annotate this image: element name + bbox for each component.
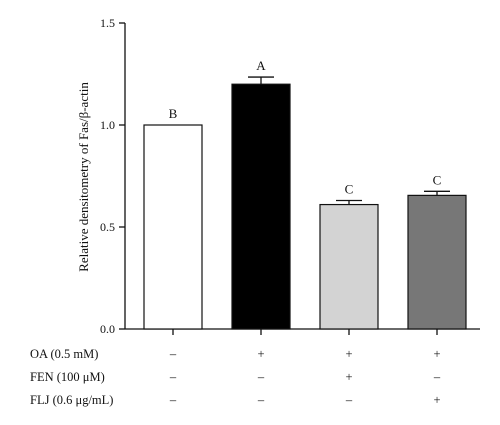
- treatment-sign: –: [345, 393, 353, 407]
- treatment-sign: –: [169, 347, 177, 361]
- treatment-label: FEN (100 μM): [30, 370, 105, 384]
- bar: [319, 203, 379, 330]
- treatment-table: OA (0.5 mM) – + + + FEN (100 μM) – – + – FLJ (0.6 …: [30, 347, 441, 407]
- y-tick-label: 0.5: [100, 220, 115, 234]
- y-axis-label: Relative densitometry of Fas/β-actin: [76, 82, 91, 272]
- y-tick-label: 0.0: [100, 322, 115, 336]
- treatment-sign: +: [257, 347, 264, 361]
- bar: [143, 124, 203, 330]
- significance-letter: C: [433, 172, 442, 187]
- significance-letter: A: [256, 58, 266, 73]
- treatment-sign: –: [433, 370, 441, 384]
- treatment-sign: +: [345, 370, 352, 384]
- treatment-sign: –: [257, 393, 265, 407]
- y-tick-label: 1.5: [100, 16, 115, 30]
- bar: [407, 194, 467, 330]
- significance-letter: C: [345, 181, 354, 196]
- y-ticks: 0.0 0.5 1.0 1.5: [100, 16, 125, 336]
- significance-letter: B: [169, 106, 178, 121]
- treatment-sign: +: [433, 347, 440, 361]
- treatment-sign: +: [433, 393, 440, 407]
- treatment-label: FLJ (0.6 μg/mL): [30, 393, 113, 407]
- bars: B A C C: [143, 58, 467, 335]
- treatment-sign: –: [257, 370, 265, 384]
- treatment-sign: –: [169, 393, 177, 407]
- bar: [231, 83, 291, 330]
- y-tick-label: 1.0: [100, 118, 115, 132]
- treatment-label: OA (0.5 mM): [30, 347, 98, 361]
- treatment-sign: –: [169, 370, 177, 384]
- treatment-sign: +: [345, 347, 352, 361]
